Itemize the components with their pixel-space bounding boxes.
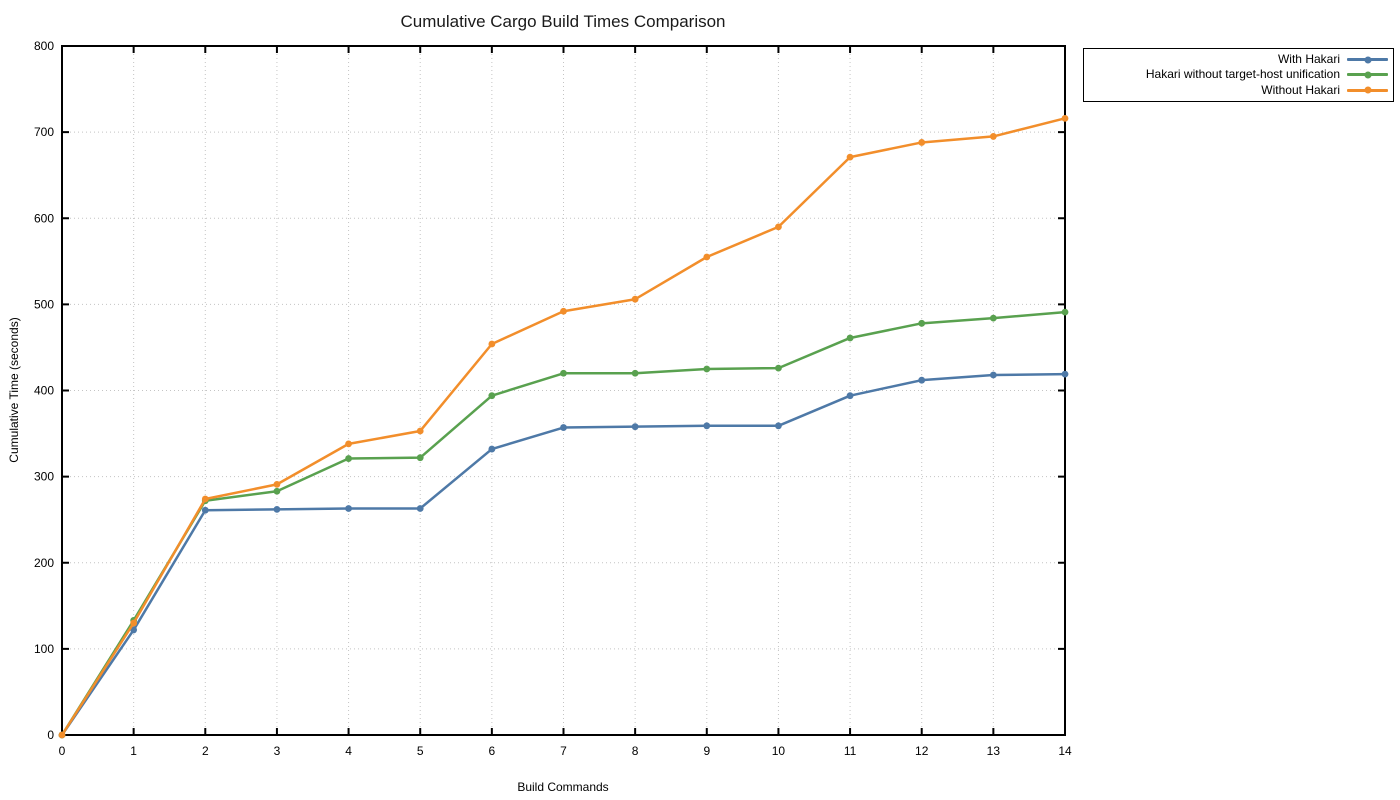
legend-dot-icon bbox=[1364, 56, 1371, 64]
svg-text:11: 11 bbox=[844, 744, 857, 758]
svg-text:12: 12 bbox=[915, 744, 929, 758]
svg-text:200: 200 bbox=[34, 556, 54, 570]
legend-item: With Hakari bbox=[1088, 52, 1388, 67]
legend-line-sample bbox=[1347, 86, 1388, 95]
svg-text:600: 600 bbox=[34, 211, 54, 225]
x-axis-title: Build Commands bbox=[517, 780, 609, 794]
y-axis-title: Cumulative Time (seconds) bbox=[7, 317, 21, 463]
svg-text:300: 300 bbox=[34, 470, 54, 484]
svg-text:500: 500 bbox=[34, 297, 54, 311]
svg-text:700: 700 bbox=[34, 125, 54, 139]
svg-text:800: 800 bbox=[34, 39, 54, 53]
svg-text:14: 14 bbox=[1058, 744, 1072, 758]
svg-text:6: 6 bbox=[489, 744, 496, 758]
svg-text:1: 1 bbox=[130, 744, 137, 758]
legend-line-sample bbox=[1347, 70, 1388, 79]
svg-text:5: 5 bbox=[417, 744, 424, 758]
svg-text:8: 8 bbox=[632, 744, 639, 758]
svg-text:2: 2 bbox=[202, 744, 209, 758]
legend: With Hakari Hakari without target-host u… bbox=[1083, 48, 1394, 102]
svg-text:100: 100 bbox=[34, 642, 54, 656]
legend-item: Hakari without target-host unification bbox=[1088, 67, 1388, 82]
svg-text:10: 10 bbox=[772, 744, 786, 758]
legend-item: Without Hakari bbox=[1088, 83, 1388, 98]
svg-text:13: 13 bbox=[987, 744, 1001, 758]
svg-text:400: 400 bbox=[34, 384, 54, 398]
legend-label: Without Hakari bbox=[1261, 82, 1340, 97]
svg-text:0: 0 bbox=[47, 728, 54, 742]
svg-text:4: 4 bbox=[345, 744, 352, 758]
svg-text:9: 9 bbox=[703, 744, 710, 758]
legend-line-sample bbox=[1347, 55, 1388, 64]
svg-text:3: 3 bbox=[274, 744, 281, 758]
legend-label: Hakari without target-host unification bbox=[1145, 67, 1340, 82]
legend-dot-icon bbox=[1364, 86, 1371, 94]
legend-dot-icon bbox=[1364, 71, 1371, 79]
chart-title: Cumulative Cargo Build Times Comparison bbox=[400, 12, 726, 31]
legend-label: With Hakari bbox=[1277, 52, 1340, 67]
svg-text:7: 7 bbox=[560, 744, 567, 758]
svg-text:0: 0 bbox=[59, 744, 66, 758]
